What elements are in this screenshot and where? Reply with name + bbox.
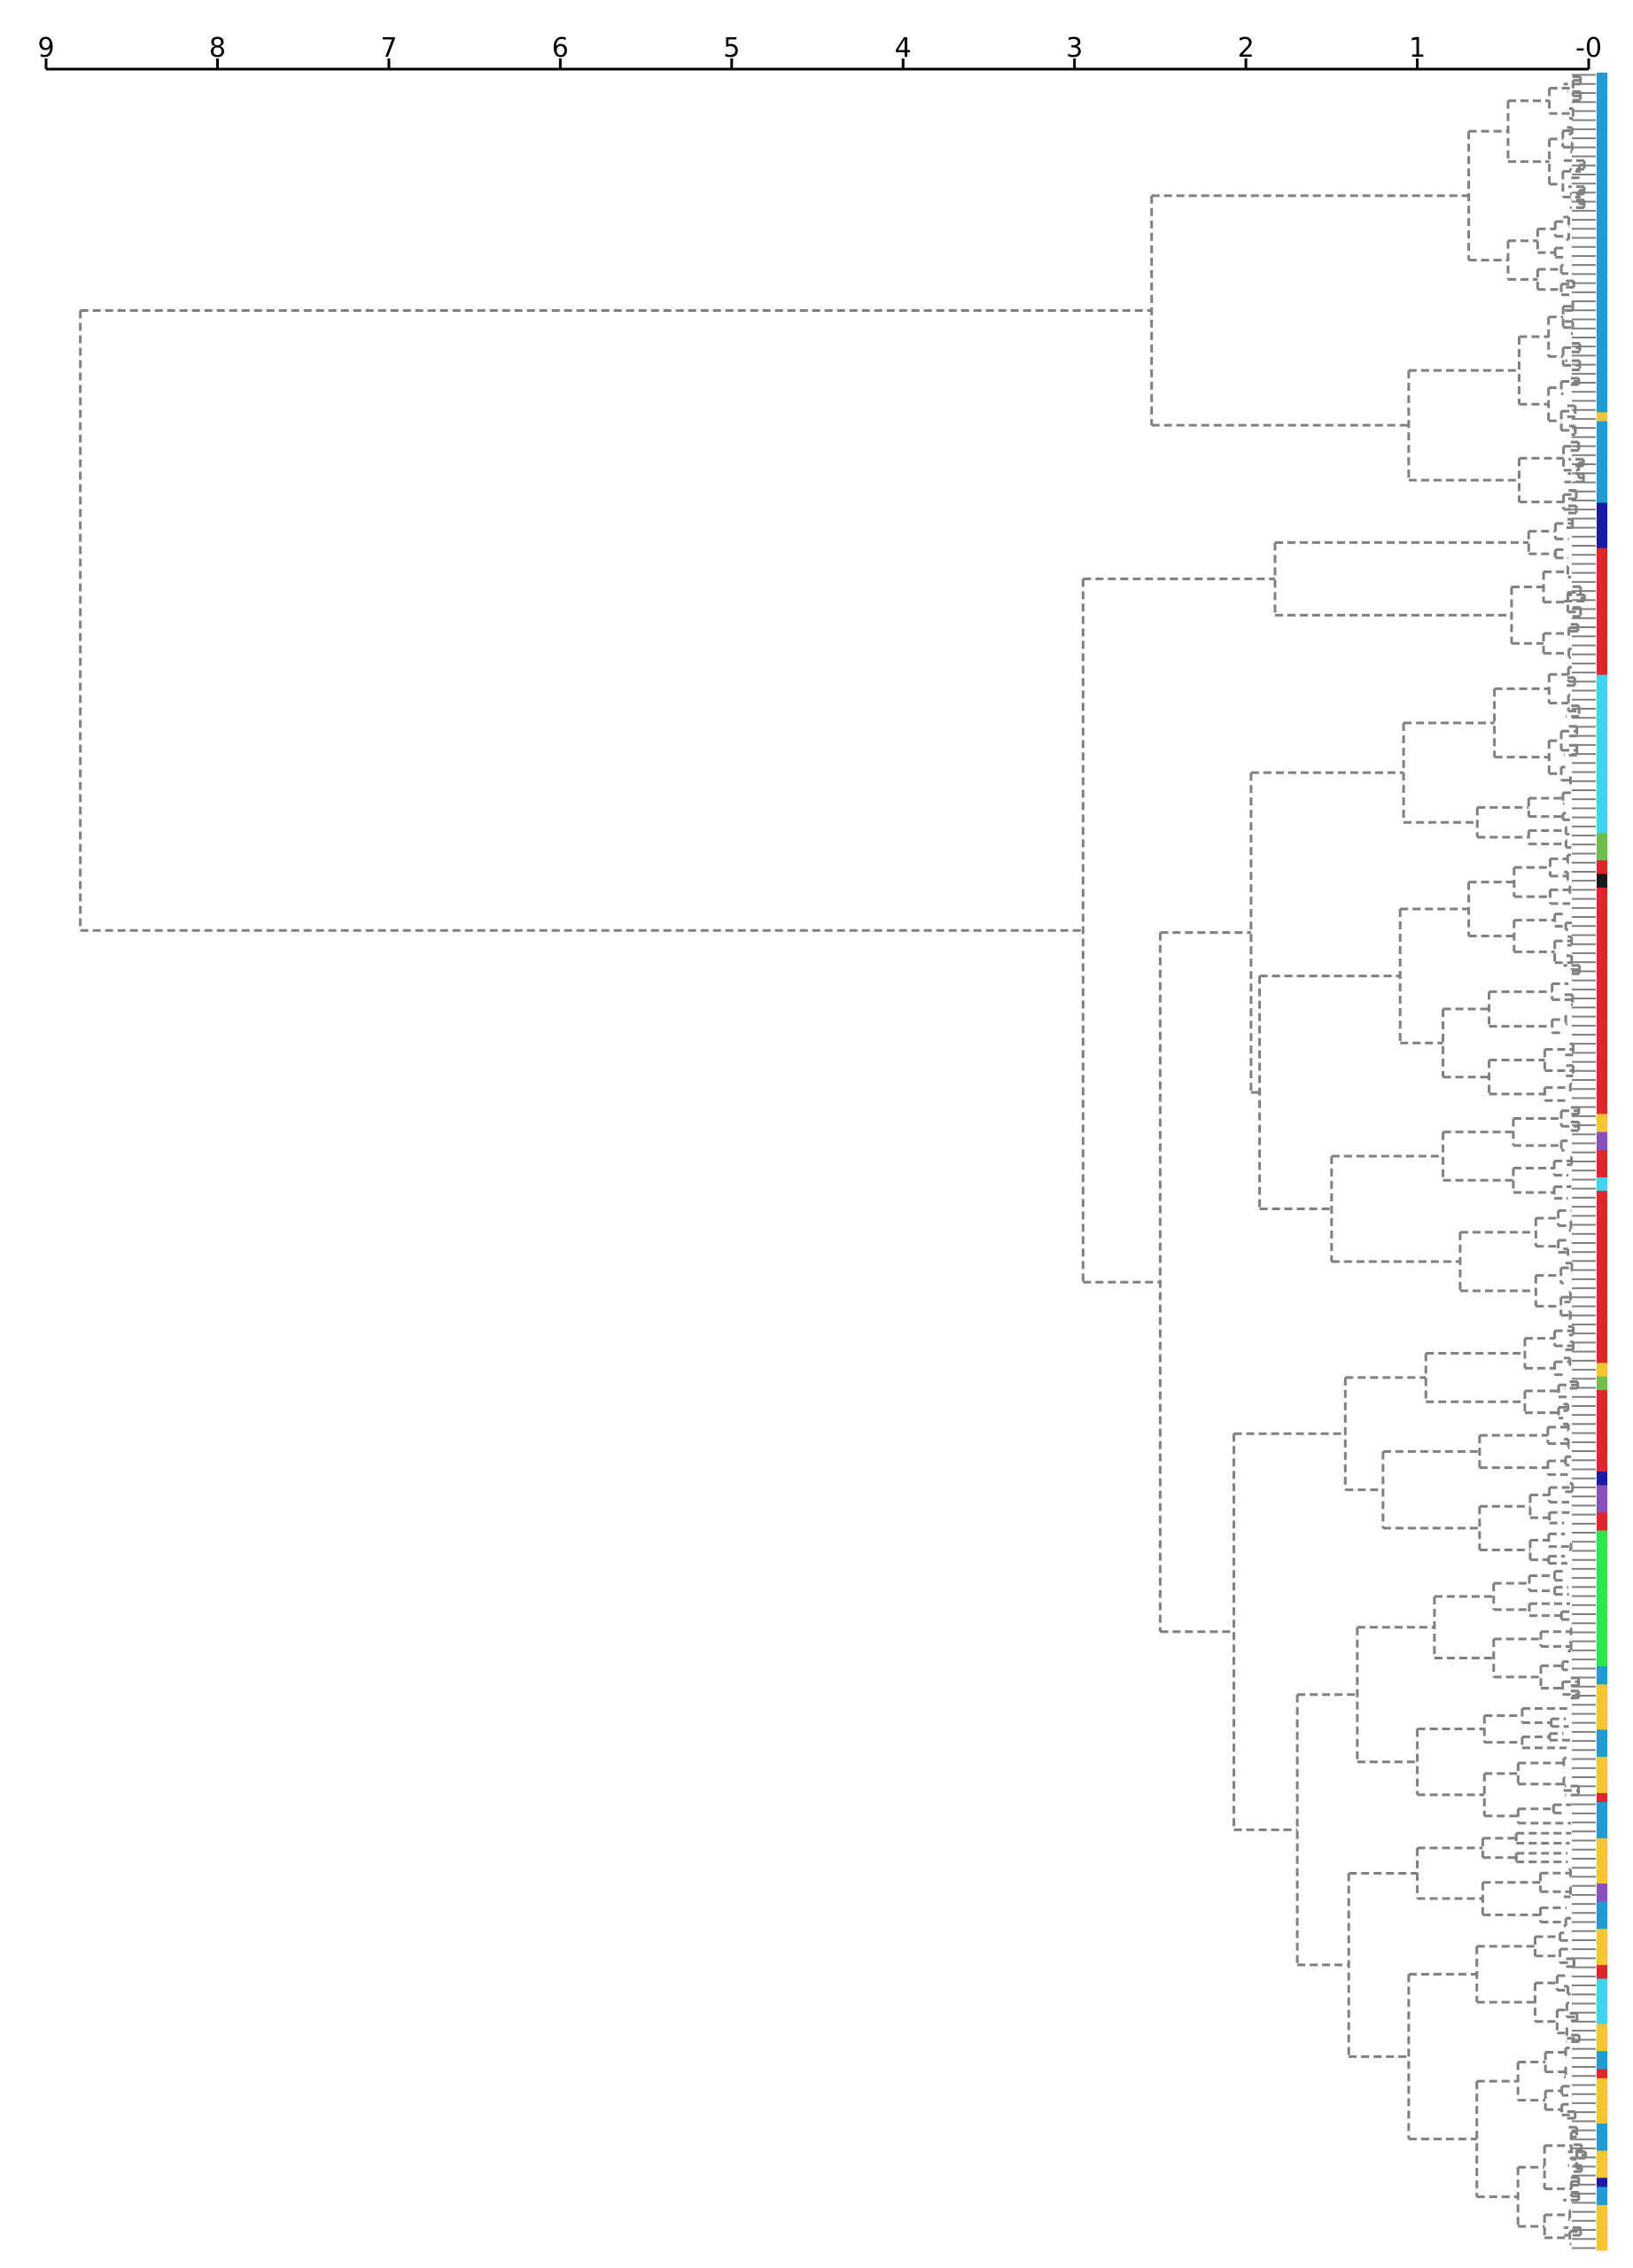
leaf-color-band <box>1597 1390 1607 1472</box>
leaf-color-band <box>1597 1729 1607 1758</box>
leaf-color-band <box>1597 1978 1607 2024</box>
leaf-color-band <box>1597 1485 1607 1513</box>
axis-tick-label: 7 <box>380 33 397 64</box>
leaf-color-band <box>1597 2078 1607 2124</box>
leaf-color-band <box>1597 1363 1607 1378</box>
leaf-color-band <box>1597 1376 1607 1391</box>
leaf-color-band <box>1597 73 1607 413</box>
leaf-color-band <box>1597 2186 1607 2206</box>
leaf-color-band <box>1597 1114 1607 1133</box>
leaf-color-band <box>1597 1901 1607 1930</box>
leaf-color-band <box>1597 1802 1607 1839</box>
leaf-color-band <box>1597 1472 1607 1486</box>
leaf-color-band <box>1597 1150 1607 1178</box>
leaf-color-band <box>1597 2051 1607 2070</box>
leaf-color-band <box>1597 1837 1607 1884</box>
leaf-color-band <box>1597 860 1607 875</box>
leaf-color-band <box>1597 2023 1607 2052</box>
axis-tick-label: 2 <box>1238 33 1255 64</box>
axis-tick-label: -0 <box>1575 33 1602 64</box>
leaf-color-band <box>1597 674 1607 835</box>
leaf-color-band <box>1597 2123 1607 2152</box>
leaf-color-band <box>1597 2150 1607 2179</box>
axis-tick-label: 5 <box>723 33 740 64</box>
leaf-color-band <box>1597 1666 1607 1685</box>
leaf-color-band <box>1597 833 1607 861</box>
leaf-color-band <box>1597 874 1607 889</box>
leaf-color-band <box>1597 1512 1607 1531</box>
leaf-color-band <box>1597 1131 1607 1151</box>
axis-tick-label: 1 <box>1409 33 1426 64</box>
dendrogram-links <box>79 74 1587 2246</box>
distance-axis: 9 8 7 6 5 4 3 2 1 -0 <box>37 33 1602 71</box>
leaf-color-band <box>1597 502 1607 549</box>
leaf-color-band <box>1597 1965 1607 1979</box>
leaf-color-band <box>1597 548 1607 676</box>
leaf-color-band <box>1597 2204 1607 2251</box>
leaf-color-band <box>1597 1929 1607 1966</box>
leaf-color-strip <box>1597 73 1607 2251</box>
axis-tick-label: 6 <box>552 33 569 64</box>
leaf-color-band <box>1597 1191 1607 1363</box>
leaf-color-band <box>1597 1530 1607 1667</box>
leaf-color-band <box>1597 412 1607 422</box>
leaf-color-band <box>1597 1177 1607 1192</box>
leaf-color-band <box>1597 1756 1607 1794</box>
axis-tick-label: 9 <box>37 33 54 64</box>
leaf-lines <box>1572 74 1596 2249</box>
axis-tick-label: 8 <box>209 33 226 64</box>
leaf-color-band <box>1597 2178 1607 2187</box>
leaf-color-band <box>1597 2069 1607 2079</box>
axis-tick-label: 3 <box>1066 33 1083 64</box>
leaf-color-band <box>1597 421 1607 503</box>
leaf-color-band <box>1597 1684 1607 1730</box>
leaf-color-band <box>1597 1884 1607 1903</box>
leaf-color-band <box>1597 887 1607 1115</box>
leaf-color-band <box>1597 1792 1607 1803</box>
axis-tick-label: 4 <box>895 33 912 64</box>
